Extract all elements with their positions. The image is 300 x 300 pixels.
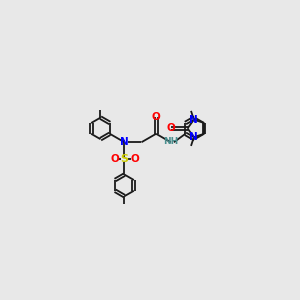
Text: N: N	[190, 132, 198, 142]
Text: O: O	[166, 123, 175, 134]
Text: N: N	[190, 115, 198, 125]
Text: NH: NH	[163, 137, 178, 146]
Text: O: O	[130, 154, 139, 164]
Text: O: O	[152, 112, 161, 122]
Text: N: N	[120, 137, 129, 147]
Text: O: O	[110, 154, 119, 164]
Text: S: S	[121, 154, 128, 164]
